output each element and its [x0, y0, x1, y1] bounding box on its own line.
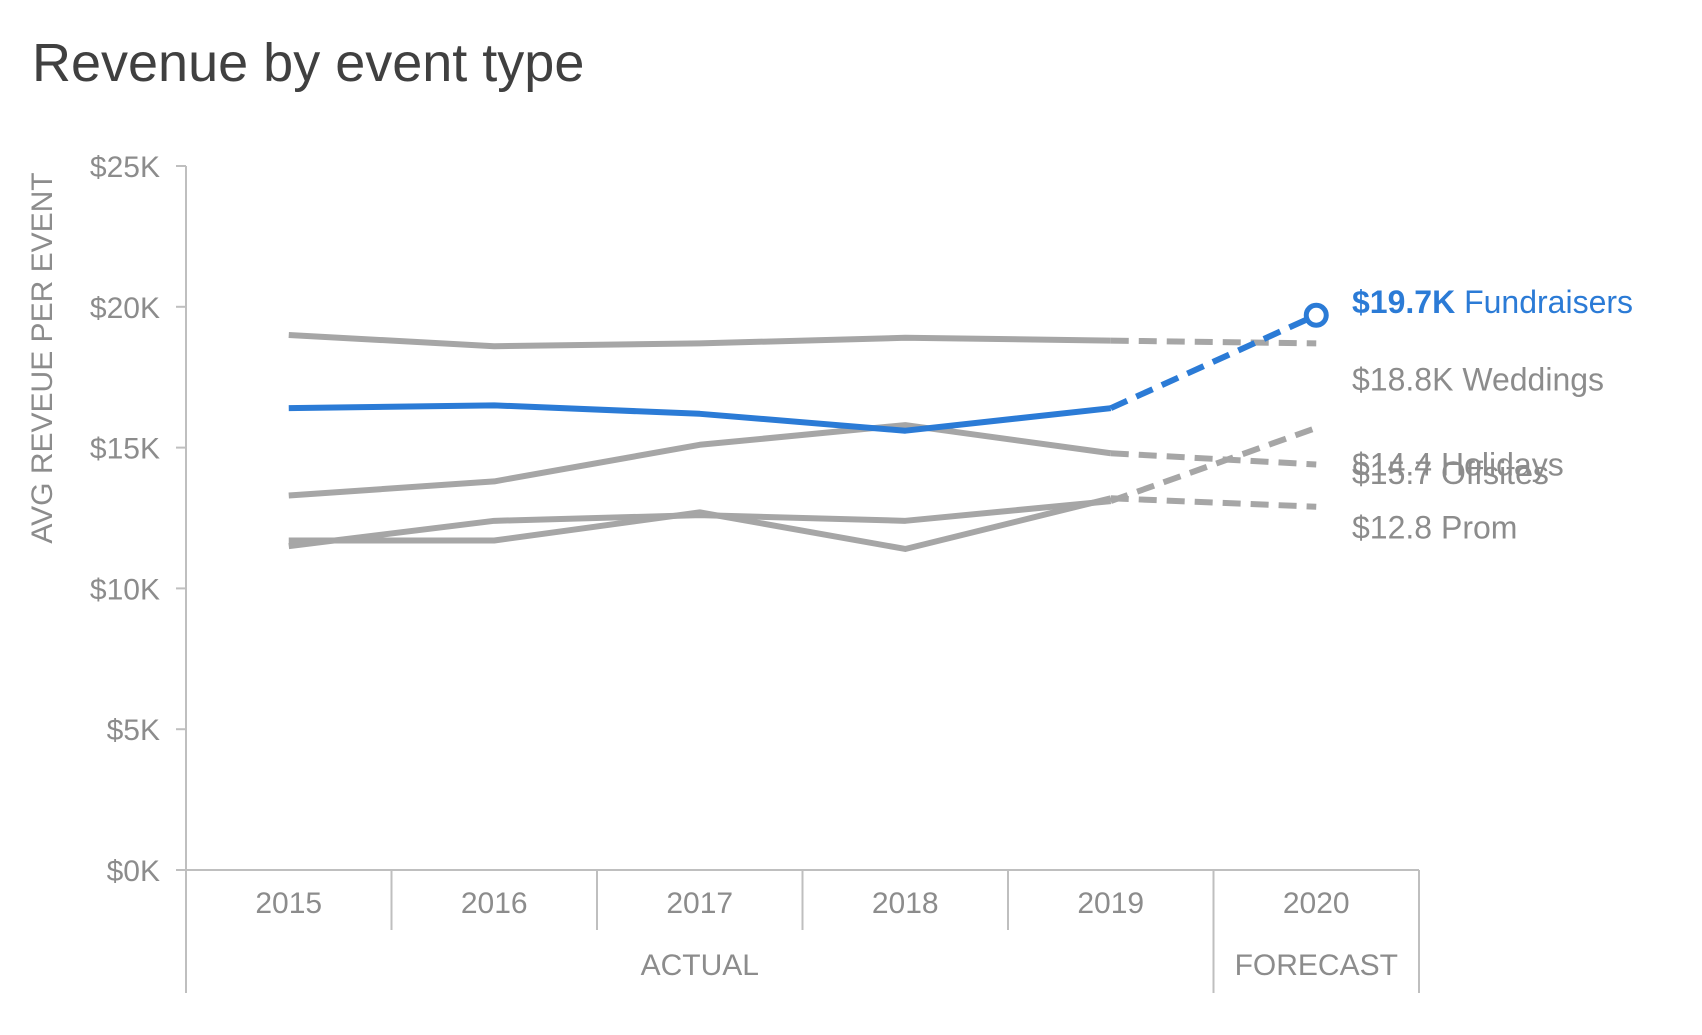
end-label-fundraisers: $19.7K Fundraisers [1352, 284, 1633, 320]
series-line-weddings [288, 331, 1111, 350]
x-tick-label: 2016 [461, 887, 528, 920]
chart-title: Revenue by event type [32, 33, 585, 93]
end-label-holidays: $14.4 Holidays [1352, 446, 1564, 482]
y-tick-label: $25K [90, 151, 160, 184]
y-tick-label: $10K [90, 573, 160, 606]
y-tick-label: $5K [107, 714, 160, 747]
end-label-series-name: Prom [1432, 510, 1517, 546]
end-label-value: $19.7K [1352, 284, 1455, 320]
x-group-label: ACTUAL [641, 949, 759, 982]
end-label-series-name: Weddings [1453, 361, 1604, 397]
end-label-series-name: Offsites [1432, 455, 1549, 491]
series-line-holidays [288, 422, 1112, 499]
x-tick-label: 2018 [872, 887, 939, 920]
end-label-value: $12.8 [1352, 510, 1432, 546]
y-tick-label: $20K [90, 292, 160, 325]
end-label-series-name: Holidays [1432, 446, 1564, 482]
series-forecast-line-holidays [1110, 450, 1317, 468]
y-tick-label: $0K [107, 855, 160, 888]
series-forecast-line-fundraisers [1109, 312, 1318, 411]
end-label-prom: $12.8 Prom [1352, 510, 1517, 546]
series-line-prom [288, 495, 1112, 552]
series-end-marker-fundraisers [1303, 302, 1329, 328]
end-label-offsites: $15.7 Offsites [1352, 455, 1549, 491]
end-label-weddings: $18.8K Weddings [1352, 361, 1604, 397]
x-tick-label: 2015 [255, 887, 322, 920]
x-group-label: FORECAST [1235, 949, 1398, 982]
series-line-fundraisers [288, 402, 1112, 434]
y-tick-label: $15K [90, 433, 160, 466]
end-label-value: $15.7 [1352, 455, 1432, 491]
end-label-value: $14.4 [1352, 446, 1432, 482]
series-forecast-line-prom [1110, 495, 1317, 510]
x-tick-label: 2019 [1077, 887, 1144, 920]
series-forecast-line-offsites [1109, 425, 1318, 504]
y-axis-title: AVG REVEUE PER EVENT [26, 172, 59, 543]
end-label-value: $18.8K [1352, 361, 1453, 397]
x-tick-label: 2017 [666, 887, 733, 920]
end-label-series-name: Fundraisers [1455, 284, 1633, 320]
x-tick-label: 2020 [1283, 887, 1350, 920]
series-forecast-line-weddings [1110, 337, 1317, 347]
